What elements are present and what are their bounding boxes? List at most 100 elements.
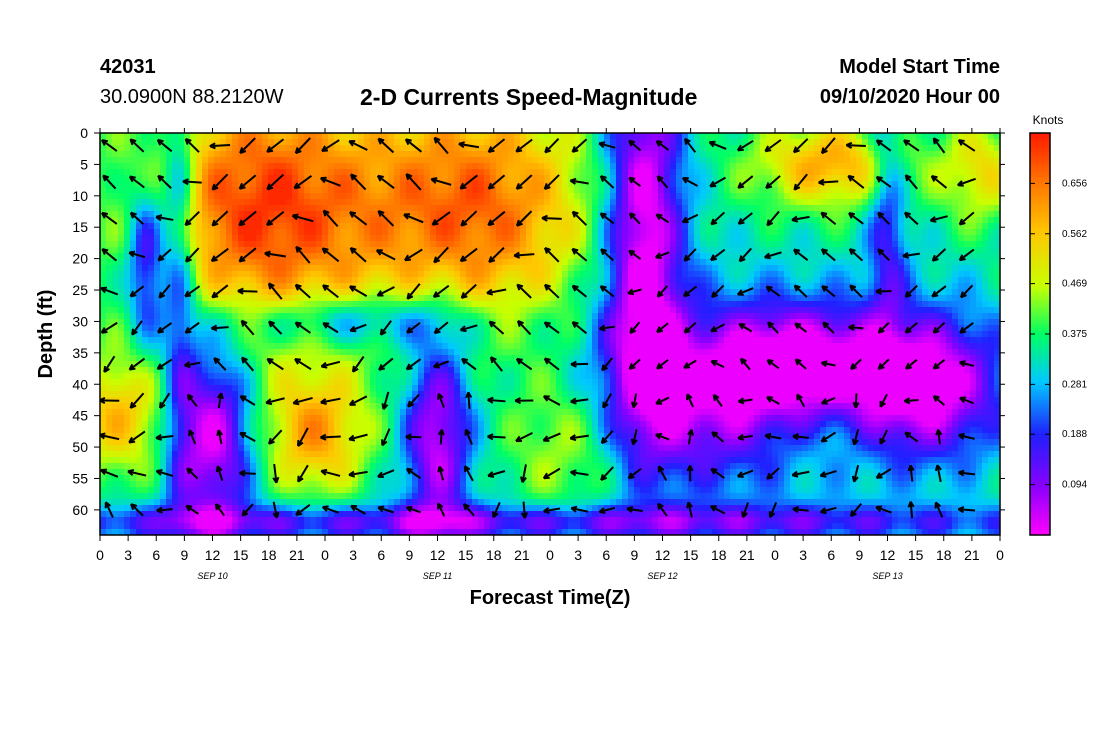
current-arrow [543,506,561,514]
current-arrow [796,393,806,408]
current-arrow [460,283,477,299]
x-tick-label: 6 [377,547,385,563]
current-arrow [407,393,420,408]
x-tick-label: 12 [655,547,671,563]
current-arrow [793,284,808,298]
current-arrow [958,248,975,262]
current-arrow [433,246,450,264]
x-tick-label: 3 [574,547,582,563]
x-tick-label: 18 [486,547,502,563]
current-arrow [766,210,780,227]
current-arrow [655,432,670,441]
x-tick-label: 15 [683,547,699,563]
current-arrow [294,321,311,334]
current-arrow [709,176,726,188]
y-axis: 0 5 10 15 20 25 30 35 40 45 50 55 60 [72,125,1005,518]
current-arrow [211,210,229,227]
current-arrow [656,285,669,298]
current-arrow [766,358,780,370]
current-arrow [155,214,174,222]
current-arrow [655,213,670,224]
current-arrow [515,431,533,443]
current-arrow [543,174,560,190]
current-arrow [875,287,892,295]
current-arrow [463,465,474,482]
x-tick-label: 0 [771,547,779,563]
current-arrow [736,139,754,152]
current-arrow [266,357,284,371]
current-arrow [794,358,807,370]
current-arrow [348,433,368,442]
current-arrow [185,504,200,515]
current-arrow [681,213,699,224]
current-arrow [513,251,535,259]
current-arrow [935,429,943,445]
current-arrow [903,139,920,152]
current-arrow [684,137,697,153]
current-arrow [515,174,533,190]
x-axis-label: Forecast Time(Z) [470,587,631,609]
current-arrow [348,395,368,406]
current-arrow [904,322,918,334]
current-arrow [155,469,174,477]
current-arrow [599,212,615,225]
current-arrow [486,288,507,296]
current-arrow [875,468,892,479]
current-arrow [599,175,615,189]
current-arrow [488,320,505,335]
current-arrow [515,138,533,153]
current-arrow [875,505,892,514]
current-arrow [349,211,368,226]
current-arrow [378,357,394,371]
x-tick-label: 0 [96,547,104,563]
current-arrow [818,178,839,186]
current-arrow [571,284,588,298]
current-arrow [792,433,809,441]
current-arrow [764,432,782,440]
day-label: SEP 12 [647,571,677,581]
current-arrow [128,250,146,259]
current-arrow [958,211,975,226]
current-arrow [272,501,280,519]
current-arrow [932,395,946,406]
current-arrow [295,245,311,264]
current-arrow [129,211,144,225]
current-arrow [182,178,202,186]
current-arrow [487,396,506,404]
current-arrow [130,503,144,517]
current-arrow [793,248,809,261]
current-arrow [515,357,533,371]
y-tick-label: 10 [72,188,88,204]
current-arrow [628,249,642,260]
current-arrow [430,177,452,186]
x-tick-label: 15 [908,547,924,563]
current-arrow [404,248,423,262]
current-arrow [628,176,642,188]
current-arrow [849,502,862,518]
current-arrow [157,322,173,334]
x-tick-label: 3 [349,547,357,563]
current-arrow [848,212,864,225]
current-arrow [238,174,257,190]
current-arrow [879,429,888,445]
current-arrow [877,211,891,225]
current-arrow [516,320,532,336]
current-arrow [216,429,224,445]
day-label: SEP 10 [197,571,227,581]
current-arrow [405,433,422,441]
current-arrow [350,504,366,515]
current-arrow [459,174,478,190]
current-arrow [904,284,918,298]
current-arrow [628,139,642,152]
current-arrow [905,358,918,370]
current-arrow [377,209,395,227]
colorbar-tick-label: 0.281 [1062,379,1087,390]
current-arrow [520,501,528,519]
current-arrow [767,321,779,334]
current-arrow [351,355,365,373]
y-tick-label: 0 [80,125,88,141]
current-arrow [711,431,725,443]
current-arrow [569,177,589,185]
current-arrow [764,139,782,153]
current-arrow [600,248,614,262]
